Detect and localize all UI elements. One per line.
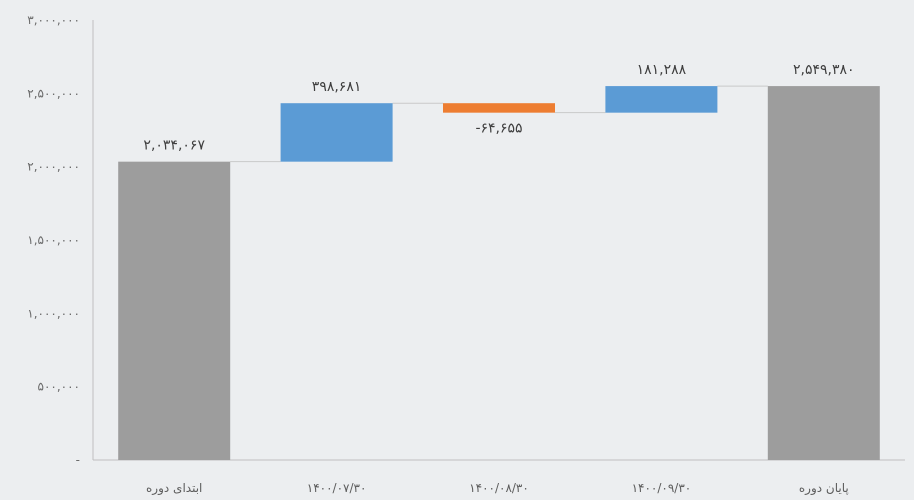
y-tick-label: ۲,۵۰۰,۰۰۰	[27, 86, 80, 100]
x-category-label: پایان دوره	[799, 481, 849, 496]
total-bar	[767, 86, 880, 460]
increase-bar	[605, 86, 718, 113]
y-tick-label: ۵۰۰,۰۰۰	[38, 380, 81, 394]
data-label: ۱۸۱,۲۸۸	[637, 62, 687, 78]
y-tick-label: -	[76, 453, 80, 467]
y-tick-label: ۱,۰۰۰,۰۰۰	[27, 306, 80, 320]
x-category-label: ۱۴۰۰/۰۸/۳۰	[469, 481, 529, 495]
x-category-label: ابتدای دوره	[146, 481, 202, 496]
total-bar	[118, 161, 231, 460]
x-category-label: ۱۴۰۰/۰۹/۳۰	[632, 481, 692, 495]
data-label: ۳۹۸,۶۸۱	[312, 79, 362, 95]
data-label: -۶۴,۶۵۵	[475, 121, 522, 137]
y-tick-label: ۱,۵۰۰,۰۰۰	[27, 233, 80, 247]
decrease-bar	[443, 103, 555, 113]
increase-bar	[280, 103, 393, 162]
y-tick-label: ۲,۰۰۰,۰۰۰	[27, 160, 80, 174]
data-label: ۲,۰۳۴,۰۶۷	[143, 138, 205, 154]
y-tick-label: ۳,۰۰۰,۰۰۰	[27, 13, 80, 27]
data-label: ۲,۵۴۹,۳۸۰	[793, 62, 855, 78]
x-category-label: ۱۴۰۰/۰۷/۳۰	[307, 481, 367, 495]
